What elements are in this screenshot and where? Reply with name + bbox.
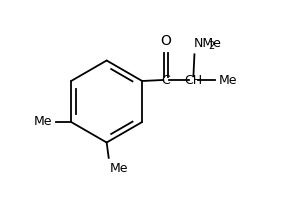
Text: C: C <box>161 74 170 87</box>
Text: Me: Me <box>219 74 237 87</box>
Text: O: O <box>160 33 171 47</box>
Text: Me: Me <box>34 115 53 128</box>
Text: Me: Me <box>110 161 128 174</box>
Text: 2: 2 <box>208 41 215 51</box>
Text: NMe: NMe <box>193 37 221 50</box>
Text: CH: CH <box>184 74 202 87</box>
